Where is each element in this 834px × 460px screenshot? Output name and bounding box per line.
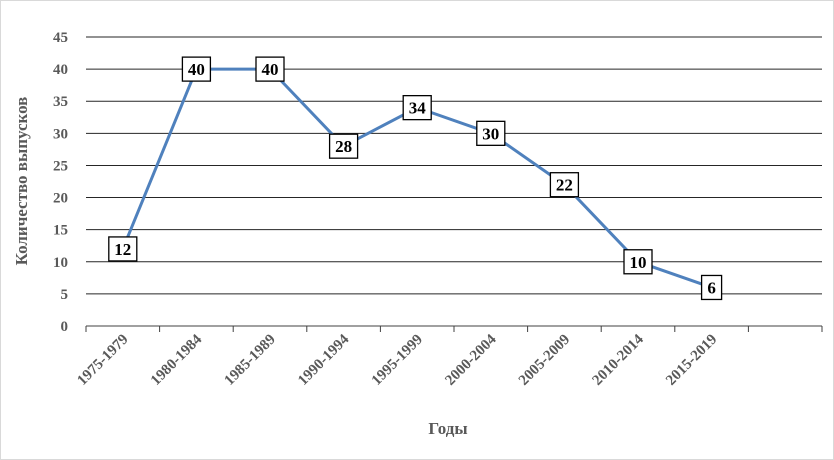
data-label-box [549, 172, 580, 198]
x-tick-label: 2005-2009 [516, 332, 573, 389]
data-label-box [402, 94, 432, 121]
data-label-text: 22 [556, 176, 573, 195]
data-label: 30 [476, 120, 506, 146]
y-axis-title: Количество выпусков [12, 97, 31, 266]
y-tick-label: 40 [53, 62, 68, 78]
data-label-text: 10 [630, 253, 647, 272]
data-label-text: 6 [707, 278, 716, 297]
x-axis-title: Годы [428, 419, 467, 438]
data-label: 28 [328, 133, 359, 159]
data-label: 22 [549, 172, 580, 198]
data-label-box [181, 56, 212, 82]
y-tick-label: 20 [53, 191, 68, 207]
x-tick-label: 2015-2019 [663, 332, 720, 389]
y-tick-label: 0 [61, 319, 69, 335]
y-axis-tick-labels: 0 5 10 15 20 25 30 35 40 45 [53, 30, 68, 335]
x-tick-label: 1975-1979 [74, 332, 131, 389]
data-label-box [623, 249, 653, 275]
x-tick-label: 2000-2004 [442, 331, 500, 389]
y-tick-label: 45 [53, 30, 68, 46]
data-labels: 12 40 40 28 34 30 22 10 6 [108, 56, 723, 301]
data-label: 40 [181, 56, 212, 82]
data-label-box [108, 236, 138, 262]
data-label: 6 [700, 274, 723, 301]
x-tick-label: 1990-1994 [295, 331, 353, 389]
data-label: 12 [108, 236, 138, 262]
y-tick-label: 10 [53, 255, 68, 271]
y-tick-label: 15 [53, 223, 68, 239]
y-tick-label: 35 [53, 94, 68, 110]
data-label-text: 34 [409, 99, 427, 118]
y-tick-label: 25 [53, 158, 68, 174]
data-label-box [476, 120, 506, 146]
y-tick-label: 30 [53, 126, 68, 142]
y-tick-label: 5 [61, 287, 69, 303]
x-tick-label: 1995-1999 [369, 332, 426, 389]
x-tick-label: 1985-1989 [222, 332, 279, 389]
x-tick-label: 2010-2014 [590, 331, 648, 389]
data-label: 10 [623, 249, 653, 275]
data-label: 40 [255, 56, 285, 82]
x-axis [85, 325, 823, 332]
data-label-text: 28 [335, 137, 352, 156]
x-tick-label: 1980-1984 [148, 331, 206, 389]
data-label: 34 [402, 94, 432, 121]
data-label-text: 12 [114, 240, 131, 259]
data-label-box [328, 133, 359, 159]
data-label-text: 40 [262, 60, 279, 79]
x-axis-tick-labels: 1975-1979 1980-1984 1985-1989 1990-1994 1995… [74, 331, 720, 389]
gridlines [86, 36, 822, 295]
data-label-box [255, 56, 285, 82]
data-label-box [700, 274, 723, 301]
data-label-text: 30 [482, 124, 499, 143]
data-label-text: 40 [188, 60, 205, 79]
